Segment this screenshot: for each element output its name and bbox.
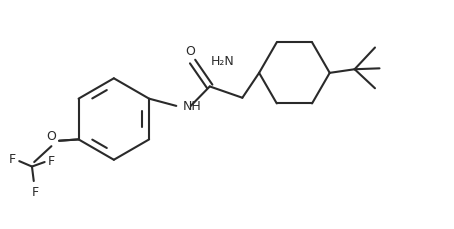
- Text: F: F: [32, 185, 39, 199]
- Text: O: O: [185, 45, 195, 58]
- Text: F: F: [9, 153, 16, 166]
- Text: H₂N: H₂N: [211, 55, 234, 68]
- Text: F: F: [48, 155, 55, 168]
- Text: NH: NH: [183, 100, 202, 113]
- Text: O: O: [46, 130, 56, 143]
